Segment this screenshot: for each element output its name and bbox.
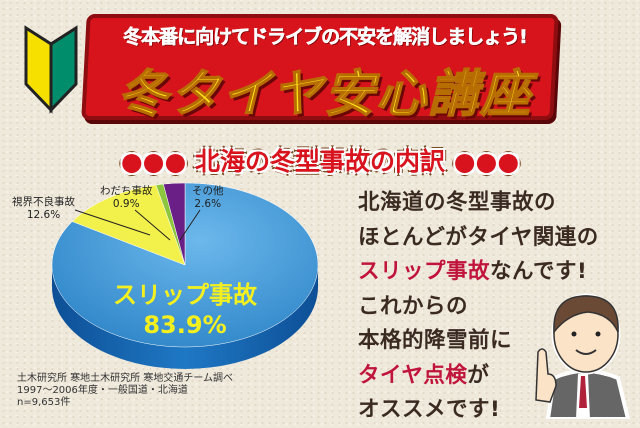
source-line: 土木研究所 寒地土木研究所 寒地交通チーム調べ xyxy=(17,373,234,384)
message-text-part: が xyxy=(467,362,490,388)
message-line: タイヤ点検が xyxy=(358,359,599,394)
source-period: 1997～2006年度・一般国道・北海道 xyxy=(17,385,188,396)
label-visibility-value: 12.6% xyxy=(26,209,61,221)
label-rut: わだち事故 0.9% xyxy=(100,185,153,211)
source-count: n=9,653件 xyxy=(17,397,71,408)
pie-slice-1 xyxy=(71,184,186,266)
label-rut-value: 0.9% xyxy=(112,198,140,210)
label-other-value: 2.6% xyxy=(194,198,222,210)
message-highlight: スリップ事故 xyxy=(358,259,491,284)
businessman-illustration xyxy=(535,293,631,419)
label-visibility: 視界不良事故 12.6% xyxy=(12,196,75,222)
leader-line-rut xyxy=(134,209,171,241)
label-rut-name: わだち事故 xyxy=(100,185,153,197)
message-line: ほとんどがタイヤ関連の xyxy=(358,224,599,250)
message-line: 本格的降雪前に xyxy=(358,328,513,353)
message-text-part: なんです! xyxy=(490,259,588,284)
leader-line-other xyxy=(179,209,201,241)
label-visibility-name: 視界不良事故 xyxy=(12,196,75,208)
label-other: その他 2.6% xyxy=(192,185,224,211)
source-note: 土木研究所 寒地土木研究所 寒地交通チーム調べ 1997～2006年度・一般国道… xyxy=(17,373,233,409)
message-text: 北海道の冬型事故の ほとんどがタイヤ関連の スリップ事故なんです! これからの … xyxy=(358,186,599,428)
slice-label-slip-name: スリップ事故 xyxy=(113,281,258,309)
pie-slice-3 xyxy=(163,182,186,266)
message-line: スリップ事故なんです! xyxy=(358,255,599,290)
banner-title: 冬タイヤ安心講座 xyxy=(117,64,533,124)
message-line: オススメです! xyxy=(358,397,501,422)
chart-heading: ●●● 北海の冬型事故の内訳 ●●● xyxy=(120,147,520,176)
banner-subtitle: 冬本番に向けてドライブの不安を解消しましょう! xyxy=(123,26,528,49)
message-line: 北海道の冬型事故の xyxy=(358,190,557,215)
beginner-mark-icon xyxy=(24,25,78,114)
slice-label-slip-value: 83.9% xyxy=(143,311,226,339)
label-other-name: その他 xyxy=(192,185,224,197)
leader-line-visibility xyxy=(74,209,151,236)
message-highlight: タイヤ点検 xyxy=(358,362,468,388)
message-line: これからの xyxy=(358,293,469,319)
